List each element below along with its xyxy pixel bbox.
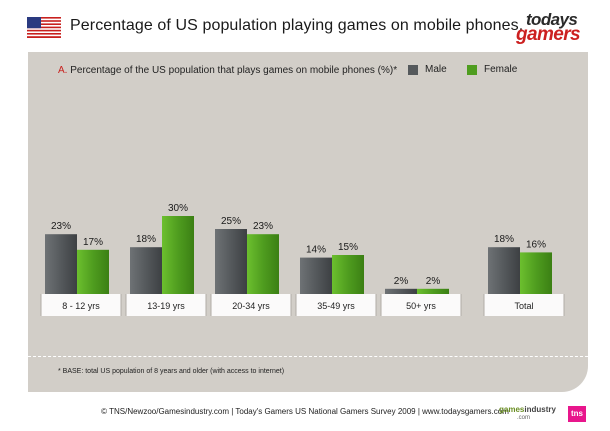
data-label-female: 2% xyxy=(426,276,441,287)
todays-gamers-logo: todays gamers xyxy=(516,10,592,45)
category-label: 8 - 12 yrs xyxy=(62,301,100,311)
category-axis-band xyxy=(484,294,564,316)
category-label: 13-19 yrs xyxy=(147,301,185,311)
category-label: Total xyxy=(514,301,533,311)
data-label-male: 14% xyxy=(306,245,326,256)
bar-male xyxy=(45,234,77,294)
data-label-male: 2% xyxy=(394,276,409,287)
legend-label-female: Female xyxy=(484,64,518,75)
page-title: Percentage of US population playing game… xyxy=(70,17,524,34)
category-axis-band xyxy=(41,294,121,316)
data-label-female: 23% xyxy=(253,221,273,232)
bar-female xyxy=(520,252,552,294)
chart-title-letter: A. xyxy=(58,65,68,76)
bar-male xyxy=(385,288,417,294)
brand-line2: gamers xyxy=(516,24,581,45)
bar-male xyxy=(300,257,332,294)
category-axis-band xyxy=(381,294,461,316)
data-label-male: 25% xyxy=(221,216,241,227)
bar-female xyxy=(162,216,194,294)
legend-swatch-male xyxy=(408,65,418,75)
bar-male xyxy=(130,247,162,294)
data-label-male: 18% xyxy=(136,234,156,245)
divider xyxy=(28,356,588,357)
gamesindustry-logo-part1: games xyxy=(499,405,525,414)
category-label: 35-49 yrs xyxy=(317,301,355,311)
legend-label-male: Male xyxy=(425,64,447,75)
us-flag-icon xyxy=(27,17,61,38)
gamesindustry-logo-suffix: .com xyxy=(517,415,531,421)
bar-male xyxy=(488,247,520,294)
bar-female xyxy=(332,255,364,294)
data-label-female: 30% xyxy=(168,203,188,214)
source-credit: © TNS/Newzoo/Gamesindustry.com | Today's… xyxy=(101,407,509,416)
chart-panel: A. Percentage of the US population that … xyxy=(28,52,588,392)
category-axis-band xyxy=(296,294,376,316)
chart-title: A. Percentage of the US population that … xyxy=(58,65,397,76)
gamesindustry-logo: gamesindustry .com xyxy=(499,405,556,421)
tns-logo: tns xyxy=(568,406,586,422)
legend-swatch-female xyxy=(467,65,477,75)
bar-female xyxy=(77,249,109,294)
data-label-male: 23% xyxy=(51,221,71,232)
category-axis-band xyxy=(211,294,291,316)
data-label-male: 18% xyxy=(494,234,514,245)
bar-female xyxy=(417,288,449,294)
gamesindustry-logo-part2: industry xyxy=(524,405,556,414)
brand-line1: todays xyxy=(526,10,578,29)
bar-female xyxy=(247,234,279,294)
category-label: 20-34 yrs xyxy=(232,301,270,311)
chart-title-text: Percentage of the US population that pla… xyxy=(70,65,398,76)
data-label-female: 17% xyxy=(83,237,103,248)
footnote: * BASE: total US population of 8 years a… xyxy=(58,368,285,375)
bar-male xyxy=(215,229,247,294)
category-axis-band xyxy=(126,294,206,316)
bar-chart: 8 - 12 yrs 13-19 yrs 20-34 yrs 35-49 yrs 50+… xyxy=(40,203,565,316)
data-label-female: 15% xyxy=(338,242,358,253)
category-label: 50+ yrs xyxy=(406,301,436,311)
data-label-female: 16% xyxy=(526,239,546,250)
